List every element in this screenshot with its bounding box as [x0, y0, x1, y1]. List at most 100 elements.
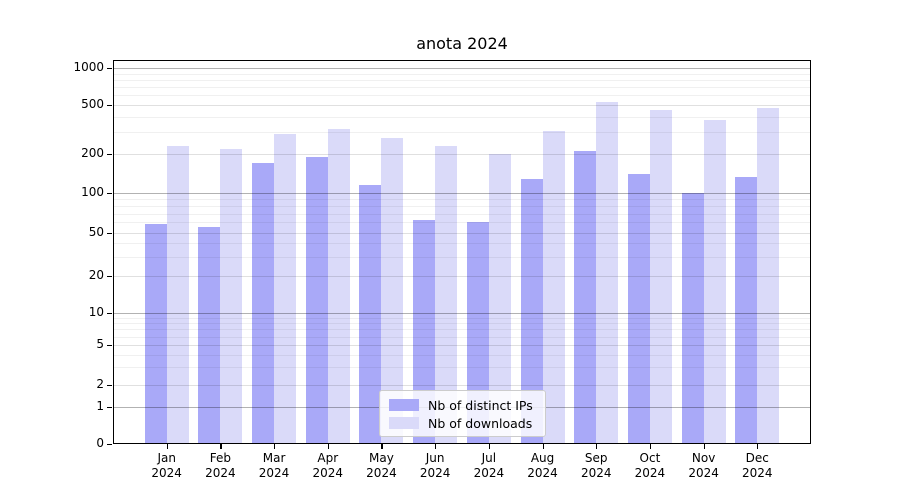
y-axis-tick-mark [107, 193, 112, 195]
y-axis-tick-mark [107, 444, 112, 446]
y-axis-tick-mark [107, 68, 112, 70]
x-axis-month-label-jun: Jun 2024 [419, 451, 451, 480]
gridline-y-500 [113, 104, 811, 106]
y-axis-tick-mark [107, 104, 112, 106]
gridline-y-1000 [113, 68, 811, 69]
legend-swatch-distinct-ips-icon [389, 399, 419, 411]
bar-distinct-ips-jun [413, 219, 436, 444]
gridline-y-400 [113, 116, 811, 118]
gridline-y-600 [113, 94, 811, 96]
x-axis-month-label-may: May 2024 [366, 451, 397, 480]
gridline-y-40 [113, 243, 811, 245]
x-axis-tick-mark [166, 444, 168, 449]
gridline-y-90 [113, 199, 811, 201]
x-axis-tick-mark [435, 444, 437, 449]
bar-distinct-ips-jan [144, 224, 167, 444]
gridline-y-20 [113, 276, 811, 277]
y-axis-tick-mark [107, 385, 112, 387]
bar-downloads-jul [488, 154, 511, 444]
gridline-y-9 [113, 317, 811, 319]
y-axis-tick-mark [107, 313, 112, 315]
gridline-y-100 [113, 193, 811, 194]
gridline-y-7 [113, 329, 811, 331]
gridline-y-300 [113, 132, 811, 134]
bar-downloads-jun [435, 146, 458, 444]
gridline-y-900 [113, 73, 811, 75]
x-axis-tick-mark [703, 444, 705, 449]
bar-distinct-ips-oct [627, 174, 650, 444]
gridline-y-200 [113, 154, 811, 155]
gridline-y-800 [113, 79, 811, 81]
plot-area-frame [113, 60, 811, 444]
y-axis-tick-label-10: 10 [88, 305, 104, 319]
y-axis-tick-mark [107, 276, 112, 278]
bar-downloads-feb [220, 148, 243, 444]
x-axis-tick-mark [274, 444, 276, 449]
bar-distinct-ips-nov [681, 193, 704, 444]
gridline-y-10 [113, 313, 811, 314]
x-axis-month-label-jul: Jul 2024 [473, 451, 505, 480]
x-axis-month-label-oct: Oct 2024 [634, 451, 666, 480]
x-axis-month-label-jan: Jan 2024 [151, 451, 182, 480]
legend-swatch-downloads-icon [389, 417, 419, 429]
x-axis-month-label-mar: Mar 2024 [258, 451, 290, 480]
legend: Nb of distinct IPs Nb of downloads [379, 390, 546, 437]
bar-distinct-ips-jul [466, 221, 489, 444]
y-axis-tick-label-20: 20 [88, 268, 104, 282]
y-axis-tick-mark [107, 407, 112, 409]
gridline-y-8 [113, 323, 811, 325]
bar-downloads-mar [274, 133, 297, 444]
x-axis-tick-mark [381, 444, 383, 449]
gridline-y-50 [113, 233, 811, 234]
gridline-y-30 [113, 256, 811, 258]
y-axis-tick-label-500: 500 [81, 96, 104, 111]
x-axis-tick-mark [542, 444, 544, 449]
x-axis-month-label-feb: Feb 2024 [205, 451, 236, 480]
y-axis-tick-label-50: 50 [88, 225, 104, 239]
y-axis-tick-label-2: 2 [96, 377, 104, 391]
x-axis-month-label-aug: Aug 2024 [527, 451, 558, 480]
gridline-y-5 [113, 345, 811, 346]
gridline-y-6 [113, 336, 811, 338]
gridline-y-80 [113, 205, 811, 207]
legend-item-downloads: Nb of downloads [389, 415, 536, 431]
x-axis-month-label-nov: Nov 2024 [688, 451, 719, 480]
bar-distinct-ips-dec [735, 176, 758, 444]
bar-distinct-ips-apr [305, 156, 328, 444]
bar-downloads-sep [596, 101, 619, 444]
bar-downloads-dec [757, 107, 780, 444]
gridline-y-3 [113, 367, 811, 369]
bar-downloads-apr [327, 129, 350, 444]
x-axis-tick-mark [488, 444, 491, 449]
bar-downloads-may [381, 137, 404, 444]
bar-downloads-oct [649, 109, 672, 444]
gridline-y-700 [113, 86, 811, 88]
bar-distinct-ips-aug [520, 178, 543, 444]
legend-item-distinct-ips: Nb of distinct IPs [389, 397, 536, 413]
x-axis-tick-mark [649, 444, 652, 449]
y-axis-tick-label-0: 0 [96, 436, 104, 450]
y-axis-tick-mark [107, 345, 112, 347]
y-axis-tick-mark [107, 233, 112, 235]
x-axis-tick-mark [220, 444, 222, 449]
bar-downloads-aug [542, 131, 565, 444]
bar-distinct-ips-feb [198, 227, 221, 444]
bar-distinct-ips-sep [574, 151, 597, 444]
bar-downloads-nov [703, 120, 726, 444]
legend-label-distinct-ips: Nb of distinct IPs [428, 397, 533, 413]
y-axis-tick-label-1: 1 [96, 399, 104, 413]
y-axis-tick-label-200: 200 [81, 146, 104, 160]
y-axis-tick-label-5: 5 [96, 337, 104, 351]
chart-title: anota 2024 [416, 34, 508, 53]
y-axis-tick-label-1000: 1000 [73, 60, 104, 74]
x-axis-tick-mark [596, 444, 598, 449]
bar-downloads-jan [166, 146, 189, 444]
gridline-y-70 [113, 213, 811, 215]
gridline-y-60 [113, 222, 811, 224]
x-axis-month-label-dec: Dec 2024 [742, 451, 773, 480]
bar-distinct-ips-mar [252, 163, 275, 444]
gridline-y-2 [113, 385, 811, 386]
x-axis-tick-mark [757, 444, 759, 449]
x-axis-month-label-apr: Apr 2024 [312, 451, 344, 480]
